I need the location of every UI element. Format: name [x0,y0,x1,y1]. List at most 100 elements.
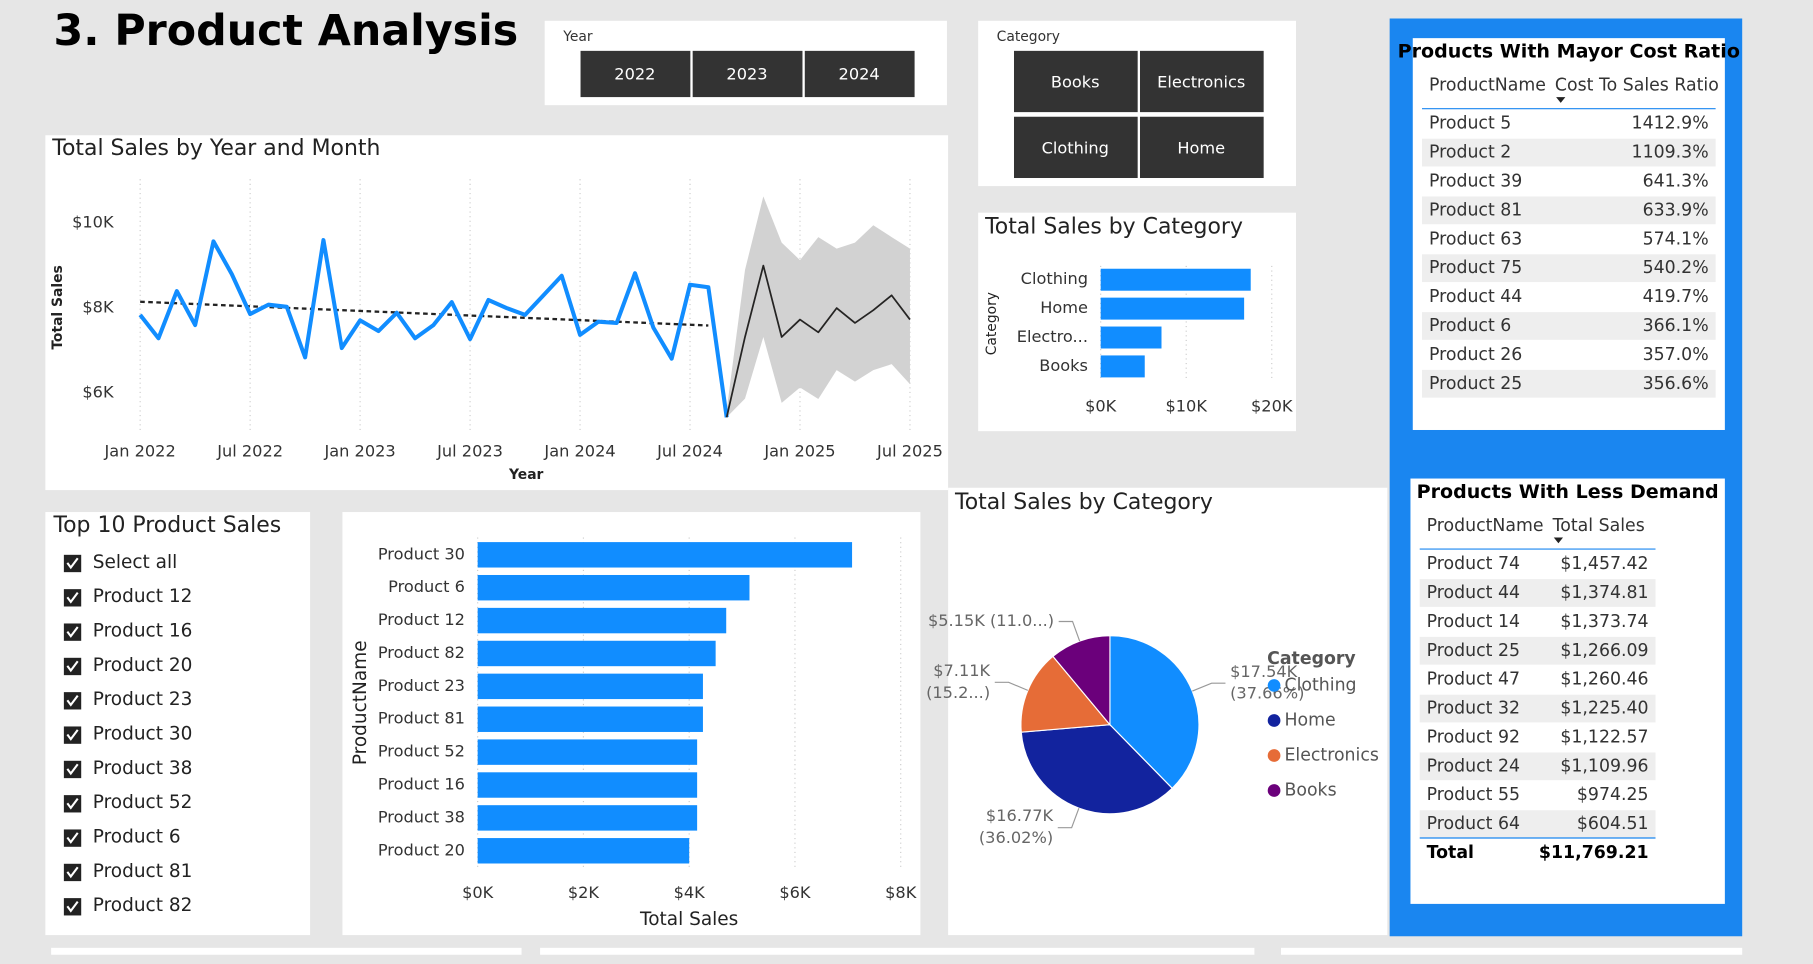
total-label: Total [1427,843,1474,863]
sales-line [138,238,729,418]
cell: Product 74 [1427,554,1520,574]
row-stripe [1419,579,1656,607]
x-tick-label: $8K [885,883,917,902]
cell: Product 64 [1427,814,1520,834]
cell: 540.2% [1643,258,1709,278]
checkbox-label[interactable]: Product 52 [93,792,193,813]
checkmark[interactable] [66,694,79,707]
y-axis-label: Total Sales [50,265,66,349]
checkbox-label[interactable]: Product 12 [93,586,193,607]
bar [477,640,716,667]
checkmark[interactable] [66,557,79,570]
bar [1100,297,1245,320]
checkbox-label[interactable]: Product 20 [93,655,193,676]
checkbox[interactable] [63,898,82,916]
data-label: (15.2...) [926,683,990,702]
cost-table-panel [1412,38,1725,430]
legend-swatch [1267,679,1281,692]
leader-line [1057,807,1080,829]
slicer-button-label[interactable]: Books [1051,73,1100,92]
checkbox[interactable] [63,829,82,847]
checkbox[interactable] [63,726,82,744]
checkbox-label[interactable]: Select all [93,552,177,573]
slicer-button-label[interactable]: Electronics [1157,73,1245,92]
total-value: $11,769.21 [1539,843,1649,863]
row-stripe [1419,694,1656,723]
slicer-button[interactable] [692,50,803,98]
cell: $1,373.74 [1560,612,1648,632]
checkbox-label[interactable]: Product 82 [93,895,193,916]
checkbox-label[interactable]: Product 81 [93,861,193,882]
slicer-button[interactable] [1139,50,1264,113]
cell: 1412.9% [1632,114,1709,134]
checkbox[interactable] [63,760,82,779]
x-axis-label: Year [508,467,544,483]
checkmark[interactable] [66,900,79,913]
demand-table-panel [1410,478,1725,904]
slicer-button[interactable] [804,50,915,98]
data-label: $17.54K [1230,662,1298,681]
cell: Product 63 [1429,229,1522,249]
checkbox-label[interactable]: Product 30 [93,724,193,745]
data-label: $7.11K [933,661,990,680]
x-tick-label: $6K [779,883,811,902]
slicer-button-label[interactable]: Clothing [1042,139,1109,158]
checkmark[interactable] [66,763,79,776]
x-tick-label: Jul 2022 [216,441,283,460]
slicer-button-label[interactable]: Home [1177,139,1225,158]
cell: $1,109.96 [1560,756,1648,776]
row-stripe [1422,254,1716,283]
y-tick-label: Clothing [1021,269,1088,288]
slicer-button[interactable] [1013,50,1138,113]
checkbox-label[interactable]: Product 6 [93,827,181,848]
legend-swatch [1267,784,1281,797]
checkbox[interactable] [63,863,82,882]
checkmark[interactable] [66,832,79,844]
cell: Product 39 [1429,171,1522,191]
slicer-button-label[interactable]: 2022 [614,65,655,84]
checkbox[interactable] [63,692,82,710]
leader-line [1058,620,1081,642]
checkbox[interactable] [63,657,82,676]
bar [477,739,698,765]
cell: $604.51 [1577,814,1649,834]
sort-arrow [1553,537,1564,544]
y-tick-label: Electro... [1017,327,1088,346]
forecast-band [726,196,910,418]
cell: $1,457.42 [1560,554,1648,574]
checkbox[interactable] [63,589,82,607]
slicer-button-label[interactable]: 2024 [839,65,880,84]
y-tick-label: $10K [72,213,114,232]
checkbox[interactable] [63,623,82,641]
cell: Product 47 [1427,670,1520,690]
pie-slice [1109,635,1200,790]
slicer-label: Category [997,29,1060,45]
slicer-button[interactable] [580,50,691,98]
y-tick-label: $8K [82,298,114,317]
column-header: Total Sales [1552,516,1645,536]
checkbox-label[interactable]: Product 38 [93,758,193,779]
checkmark[interactable] [66,866,79,879]
cell: $1,260.46 [1560,670,1648,690]
cell: Product 81 [1429,200,1522,220]
trend-line [140,300,709,327]
checkmark[interactable] [66,729,79,741]
slicer-button-label[interactable]: 2023 [726,65,767,84]
cell: 356.6% [1643,374,1709,394]
slicer-button[interactable] [1139,116,1264,179]
cell: Product 32 [1427,699,1520,719]
checkbox-label[interactable]: Product 23 [93,689,193,710]
checkbox-label[interactable]: Product 16 [93,621,193,642]
bar [477,574,750,601]
cell: 366.1% [1643,316,1709,336]
checkmark[interactable] [66,797,79,810]
legend-label: Clothing [1284,675,1356,695]
checkmark[interactable] [66,660,79,673]
cell: Product 44 [1429,287,1522,307]
checkmark[interactable] [66,626,79,638]
checkbox[interactable] [63,795,82,813]
checkmark[interactable] [66,591,79,604]
column-header: Cost To Sales Ratio [1555,76,1719,96]
slicer-button[interactable] [1013,116,1138,179]
